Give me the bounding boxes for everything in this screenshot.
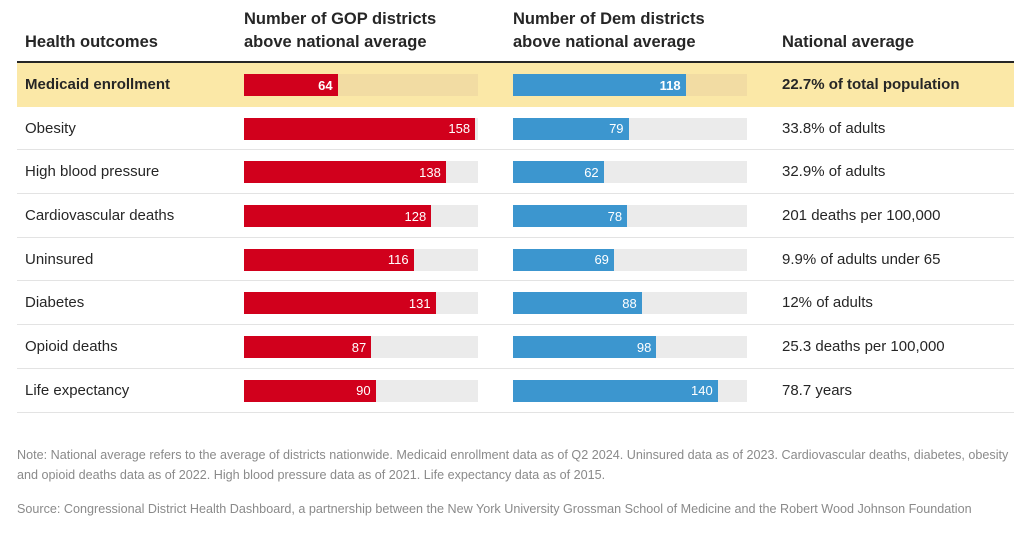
dem-bar: 69: [513, 248, 614, 271]
gop-bar: 128: [244, 205, 432, 228]
dem-bar: 98: [513, 336, 657, 359]
table-row: Uninsured 116 69 9.9% of adults under 65: [17, 238, 1014, 282]
dem-bar-track: 79: [513, 117, 747, 140]
national-average-value: 22.7% of total population: [782, 76, 960, 94]
dem-bar-value: 118: [659, 77, 681, 93]
table-header: Health outcomes Number of GOP districts …: [0, 0, 1024, 63]
dem-bar-value: 69: [594, 252, 609, 268]
outcome-label: Medicaid enrollment: [25, 76, 171, 94]
outcome-label: Opioid deaths: [25, 337, 118, 355]
gop-bar-track: 116: [244, 248, 478, 271]
table-row: Obesity 158 79 33.8% of adults: [17, 107, 1014, 151]
dem-bar-value: 79: [609, 121, 624, 137]
outcome-label: Diabetes: [25, 294, 85, 312]
dem-bar-value: 62: [584, 164, 599, 180]
outcome-label: Cardiovascular deaths: [25, 206, 175, 224]
gop-bar-track: 128: [244, 205, 478, 228]
outcome-label: High blood pressure: [25, 163, 160, 181]
outcome-label: Life expectancy: [25, 381, 130, 399]
header-national-average: National average: [782, 33, 915, 51]
national-average-value: 9.9% of adults under 65: [782, 250, 941, 268]
gop-bar-track: 87: [244, 336, 478, 359]
gop-bar-track: 90: [244, 379, 478, 402]
dem-bar-value: 140: [691, 383, 713, 399]
dem-bar-track: 98: [513, 336, 747, 359]
header-dem-districts: Number of Dem districts above national a…: [513, 10, 705, 51]
source-note: Source: Congressional District Health Da…: [17, 502, 972, 516]
dem-bar-track: 78: [513, 205, 747, 228]
gop-bar: 138: [244, 161, 446, 184]
gop-bar-track: 138: [244, 161, 478, 184]
dem-bar: 62: [513, 161, 604, 184]
gop-bar-value: 64: [318, 77, 333, 93]
gop-bar: 87: [244, 336, 372, 359]
gop-bar-value: 87: [351, 339, 367, 355]
gop-bar-value: 116: [387, 252, 409, 268]
dem-bar: 78: [513, 205, 628, 228]
dem-bar-value: 88: [622, 295, 637, 311]
national-average-value: 33.8% of adults: [782, 119, 886, 137]
gop-bar-track: 131: [244, 292, 478, 315]
dem-bar-value: 98: [636, 339, 652, 355]
header-divider: [17, 61, 1014, 63]
dem-bar: 118: [513, 74, 686, 96]
outcome-label: Uninsured: [25, 250, 94, 268]
gop-bar: 90: [244, 379, 376, 402]
national-average-value: 201 deaths per 100,000: [782, 206, 941, 224]
gop-bar-track: 158: [244, 117, 478, 140]
dem-bar: 140: [513, 379, 718, 402]
gop-bar-value: 90: [356, 383, 371, 399]
gop-bar-track: 64: [244, 74, 478, 96]
national-average-value: 25.3 deaths per 100,000: [782, 337, 945, 355]
footnote: Note: National average refers to the ave…: [17, 448, 1009, 482]
dem-bar-track: 140: [513, 379, 747, 402]
national-average-value: 32.9% of adults: [782, 163, 886, 181]
header-gop-districts: Number of GOP districts above national a…: [244, 10, 437, 51]
gop-bar: 131: [244, 292, 436, 315]
dem-bar-track: 88: [513, 292, 747, 315]
outcome-label: Obesity: [25, 119, 76, 137]
table-row: Opioid deaths 87 98 25.3 deaths per 100,000: [17, 325, 1014, 369]
dem-bar: 79: [513, 117, 629, 140]
gop-bar-value: 131: [408, 295, 431, 311]
table-row: Diabetes 131 88 12% of adults: [17, 281, 1014, 326]
dem-bar-track: 69: [513, 248, 747, 271]
dem-bar-track: 118: [513, 74, 747, 96]
chart-rows: Medicaid enrollment 64 118 22.7% of total p…: [17, 63, 1014, 413]
table-row: Life expectancy 90 140 78.7 years: [17, 369, 1014, 413]
national-average-value: 12% of adults: [782, 294, 873, 312]
gop-bar-value: 158: [448, 121, 471, 137]
dem-bar-track: 62: [513, 161, 747, 184]
table-row: Medicaid enrollment 64 118 22.7% of total p…: [17, 63, 1014, 107]
gop-bar: 158: [244, 117, 476, 140]
gop-bar-value: 138: [419, 164, 441, 180]
dem-bar: 88: [513, 292, 642, 315]
gop-bar: 116: [244, 248, 414, 271]
header-health-outcomes: Health outcomes: [25, 33, 158, 51]
gop-bar: 64: [244, 74, 338, 96]
gop-bar-value: 128: [404, 208, 427, 224]
dem-bar-value: 78: [607, 208, 623, 224]
table-row: Cardiovascular deaths 128 78 201 deaths per…: [17, 194, 1014, 238]
national-average-value: 78.7 years: [782, 381, 853, 399]
table-row: High blood pressure 138 62 32.9% of adults: [17, 150, 1014, 195]
